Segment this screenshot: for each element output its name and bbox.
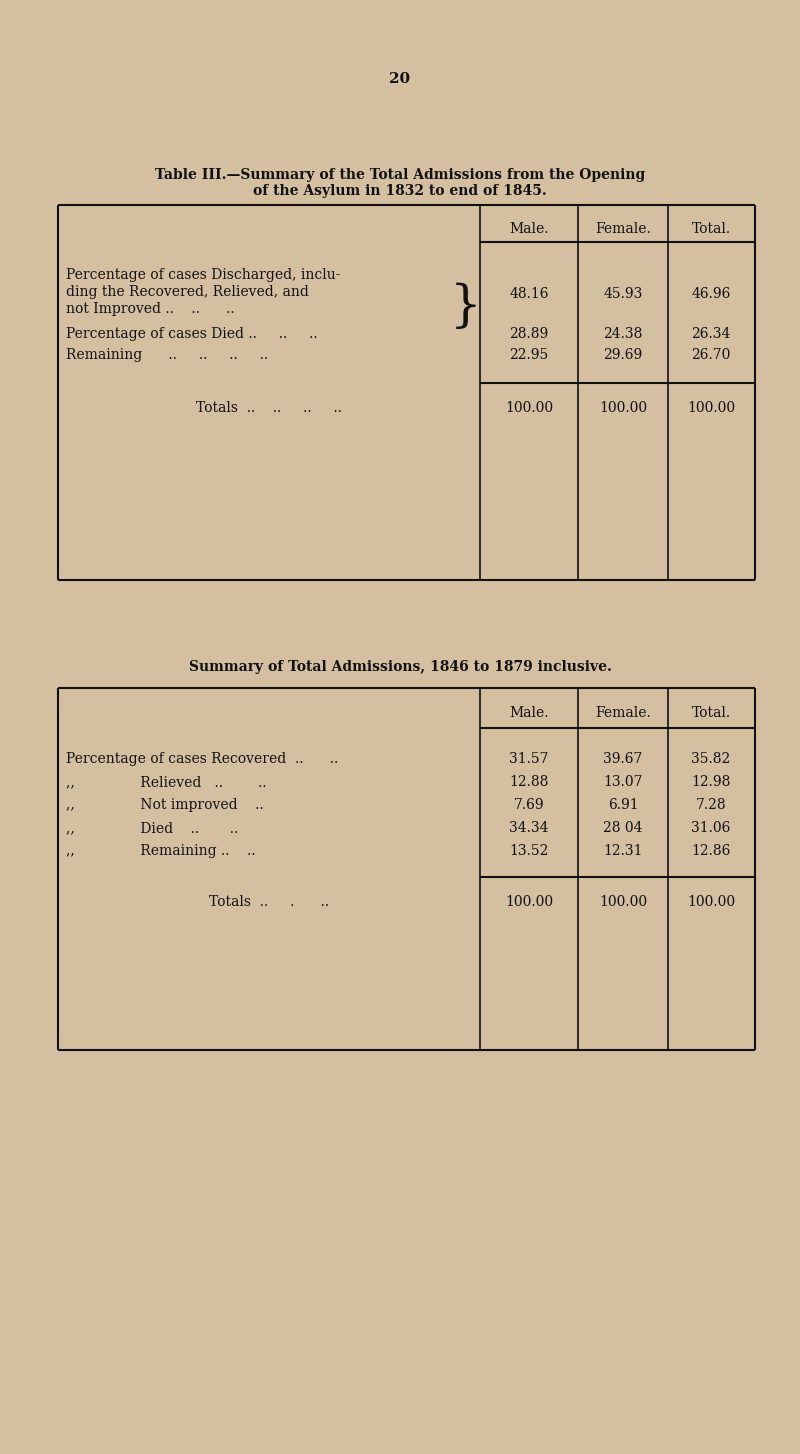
Text: 100.00: 100.00 xyxy=(505,896,553,909)
Text: 20: 20 xyxy=(390,73,410,86)
Text: 100.00: 100.00 xyxy=(687,896,735,909)
Text: ,,               Relieved   ..        ..: ,, Relieved .. .. xyxy=(66,775,266,790)
Text: ,,               Not improved    ..: ,, Not improved .. xyxy=(66,798,264,811)
Text: Female.: Female. xyxy=(595,222,651,236)
Text: 48.16: 48.16 xyxy=(510,286,549,301)
Text: ,,               Died    ..       ..: ,, Died .. .. xyxy=(66,822,238,835)
Text: ,,               Remaining ..    ..: ,, Remaining .. .. xyxy=(66,843,255,858)
Text: 29.69: 29.69 xyxy=(603,348,642,362)
Text: Male.: Male. xyxy=(510,707,549,720)
Text: Male.: Male. xyxy=(510,222,549,236)
Text: 34.34: 34.34 xyxy=(510,822,549,835)
Text: 28.89: 28.89 xyxy=(510,327,549,342)
Text: 100.00: 100.00 xyxy=(505,401,553,414)
Text: 7.69: 7.69 xyxy=(514,798,544,811)
Text: 7.28: 7.28 xyxy=(696,798,726,811)
Text: 12.86: 12.86 xyxy=(691,843,730,858)
Text: 12.88: 12.88 xyxy=(510,775,549,790)
Text: ding the Recovered, Relieved, and: ding the Recovered, Relieved, and xyxy=(66,285,309,300)
Text: Female.: Female. xyxy=(595,707,651,720)
Text: 6.91: 6.91 xyxy=(608,798,638,811)
Text: Percentage of cases Discharged, inclu-: Percentage of cases Discharged, inclu- xyxy=(66,268,341,282)
Text: 12.31: 12.31 xyxy=(603,843,642,858)
Text: 24.38: 24.38 xyxy=(603,327,642,342)
Text: 28 04: 28 04 xyxy=(603,822,642,835)
Text: 13.52: 13.52 xyxy=(510,843,549,858)
Text: 13.07: 13.07 xyxy=(603,775,642,790)
Text: 100.00: 100.00 xyxy=(599,896,647,909)
Text: not Improved ..    ..      ..: not Improved .. .. .. xyxy=(66,302,234,316)
Text: 26.70: 26.70 xyxy=(691,348,730,362)
Text: Summary of Total Admissions, 1846 to 1879 inclusive.: Summary of Total Admissions, 1846 to 187… xyxy=(189,660,611,675)
Text: Percentage of cases Recovered  ..      ..: Percentage of cases Recovered .. .. xyxy=(66,752,338,766)
Text: 39.67: 39.67 xyxy=(603,752,642,766)
Text: 31.57: 31.57 xyxy=(510,752,549,766)
Text: Total.: Total. xyxy=(691,707,730,720)
Text: 100.00: 100.00 xyxy=(687,401,735,414)
Text: Remaining      ..     ..     ..     ..: Remaining .. .. .. .. xyxy=(66,348,268,362)
Text: 31.06: 31.06 xyxy=(691,822,730,835)
Text: Table III.—Summary of the Total Admissions from the Opening: Table III.—Summary of the Total Admissio… xyxy=(155,169,645,182)
Text: of the Asylum in 1832 to end of 1845.: of the Asylum in 1832 to end of 1845. xyxy=(253,185,547,198)
Text: 12.98: 12.98 xyxy=(691,775,730,790)
Text: 100.00: 100.00 xyxy=(599,401,647,414)
Text: 35.82: 35.82 xyxy=(691,752,730,766)
Text: Totals  ..     .      ..: Totals .. . .. xyxy=(209,896,329,909)
Text: 45.93: 45.93 xyxy=(603,286,642,301)
Text: Totals  ..    ..     ..     ..: Totals .. .. .. .. xyxy=(196,401,342,414)
Text: }: } xyxy=(450,284,482,333)
Text: Total.: Total. xyxy=(691,222,730,236)
Text: Percentage of cases Died ..     ..     ..: Percentage of cases Died .. .. .. xyxy=(66,327,318,342)
Text: 22.95: 22.95 xyxy=(510,348,549,362)
Text: 46.96: 46.96 xyxy=(691,286,730,301)
Text: 26.34: 26.34 xyxy=(691,327,730,342)
